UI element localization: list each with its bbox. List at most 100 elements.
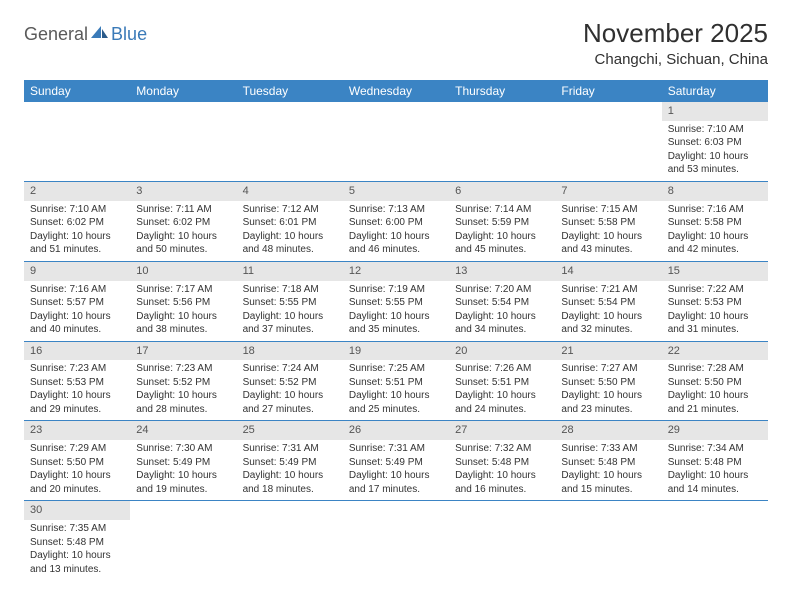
daylight-text: Daylight: 10 hours and 19 minutes.	[136, 469, 230, 496]
calendar-day: 11Sunrise: 7:18 AMSunset: 5:55 PMDayligh…	[237, 261, 343, 341]
daylight-text: Daylight: 10 hours and 20 minutes.	[30, 469, 124, 496]
brand-part1: General	[24, 24, 88, 45]
sunrise-text: Sunrise: 7:16 AM	[668, 203, 762, 217]
sunset-text: Sunset: 5:48 PM	[455, 456, 549, 470]
sunset-text: Sunset: 5:55 PM	[349, 296, 443, 310]
day-body: Sunrise: 7:13 AMSunset: 6:00 PMDaylight:…	[343, 201, 449, 261]
daylight-text: Daylight: 10 hours and 34 minutes.	[455, 310, 549, 337]
calendar-day: 25Sunrise: 7:31 AMSunset: 5:49 PMDayligh…	[237, 421, 343, 501]
sunrise-text: Sunrise: 7:20 AM	[455, 283, 549, 297]
day-body: Sunrise: 7:35 AMSunset: 5:48 PMDaylight:…	[24, 520, 130, 580]
brand-part2: Blue	[111, 24, 147, 45]
day-number: 23	[24, 421, 130, 440]
day-body: Sunrise: 7:33 AMSunset: 5:48 PMDaylight:…	[555, 440, 661, 500]
calendar-row: 9Sunrise: 7:16 AMSunset: 5:57 PMDaylight…	[24, 261, 768, 341]
sunrise-text: Sunrise: 7:32 AM	[455, 442, 549, 456]
calendar-day: 20Sunrise: 7:26 AMSunset: 5:51 PMDayligh…	[449, 341, 555, 421]
sunset-text: Sunset: 6:02 PM	[136, 216, 230, 230]
day-body: Sunrise: 7:34 AMSunset: 5:48 PMDaylight:…	[662, 440, 768, 500]
calendar-day: 16Sunrise: 7:23 AMSunset: 5:53 PMDayligh…	[24, 341, 130, 421]
day-body: Sunrise: 7:27 AMSunset: 5:50 PMDaylight:…	[555, 360, 661, 420]
daylight-text: Daylight: 10 hours and 28 minutes.	[136, 389, 230, 416]
daylight-text: Daylight: 10 hours and 18 minutes.	[243, 469, 337, 496]
calendar-day: 26Sunrise: 7:31 AMSunset: 5:49 PMDayligh…	[343, 421, 449, 501]
sunrise-text: Sunrise: 7:16 AM	[30, 283, 124, 297]
day-number: 6	[449, 182, 555, 201]
sunrise-text: Sunrise: 7:14 AM	[455, 203, 549, 217]
sunrise-text: Sunrise: 7:15 AM	[561, 203, 655, 217]
daylight-text: Daylight: 10 hours and 15 minutes.	[561, 469, 655, 496]
day-body: Sunrise: 7:25 AMSunset: 5:51 PMDaylight:…	[343, 360, 449, 420]
calendar-row: 16Sunrise: 7:23 AMSunset: 5:53 PMDayligh…	[24, 341, 768, 421]
sunset-text: Sunset: 5:50 PM	[30, 456, 124, 470]
month-title: November 2025	[583, 18, 768, 49]
day-body: Sunrise: 7:10 AMSunset: 6:03 PMDaylight:…	[662, 121, 768, 181]
calendar-day: 10Sunrise: 7:17 AMSunset: 5:56 PMDayligh…	[130, 261, 236, 341]
sunset-text: Sunset: 6:03 PM	[668, 136, 762, 150]
sunrise-text: Sunrise: 7:23 AM	[30, 362, 124, 376]
calendar-day: 1Sunrise: 7:10 AMSunset: 6:03 PMDaylight…	[662, 102, 768, 181]
daylight-text: Daylight: 10 hours and 38 minutes.	[136, 310, 230, 337]
sunrise-text: Sunrise: 7:29 AM	[30, 442, 124, 456]
calendar-empty	[24, 102, 130, 181]
calendar-day: 7Sunrise: 7:15 AMSunset: 5:58 PMDaylight…	[555, 181, 661, 261]
day-body: Sunrise: 7:23 AMSunset: 5:52 PMDaylight:…	[130, 360, 236, 420]
day-number: 8	[662, 182, 768, 201]
day-number: 4	[237, 182, 343, 201]
sunrise-text: Sunrise: 7:21 AM	[561, 283, 655, 297]
day-number: 10	[130, 262, 236, 281]
day-body: Sunrise: 7:24 AMSunset: 5:52 PMDaylight:…	[237, 360, 343, 420]
calendar-row: 23Sunrise: 7:29 AMSunset: 5:50 PMDayligh…	[24, 421, 768, 501]
sunset-text: Sunset: 5:54 PM	[561, 296, 655, 310]
sunset-text: Sunset: 5:53 PM	[668, 296, 762, 310]
sunrise-text: Sunrise: 7:33 AM	[561, 442, 655, 456]
sunset-text: Sunset: 5:52 PM	[243, 376, 337, 390]
day-body: Sunrise: 7:12 AMSunset: 6:01 PMDaylight:…	[237, 201, 343, 261]
calendar-day: 2Sunrise: 7:10 AMSunset: 6:02 PMDaylight…	[24, 181, 130, 261]
sunset-text: Sunset: 5:53 PM	[30, 376, 124, 390]
day-number: 15	[662, 262, 768, 281]
calendar-day: 6Sunrise: 7:14 AMSunset: 5:59 PMDaylight…	[449, 181, 555, 261]
sunrise-text: Sunrise: 7:17 AM	[136, 283, 230, 297]
day-number: 12	[343, 262, 449, 281]
calendar-empty	[555, 102, 661, 181]
daylight-text: Daylight: 10 hours and 27 minutes.	[243, 389, 337, 416]
calendar-empty	[343, 501, 449, 580]
calendar-day: 22Sunrise: 7:28 AMSunset: 5:50 PMDayligh…	[662, 341, 768, 421]
daylight-text: Daylight: 10 hours and 43 minutes.	[561, 230, 655, 257]
sunset-text: Sunset: 5:49 PM	[136, 456, 230, 470]
daylight-text: Daylight: 10 hours and 53 minutes.	[668, 150, 762, 177]
day-number: 20	[449, 342, 555, 361]
sunrise-text: Sunrise: 7:12 AM	[243, 203, 337, 217]
brand-logo: General Blue	[24, 18, 147, 45]
calendar-empty	[449, 501, 555, 580]
sunrise-text: Sunrise: 7:10 AM	[30, 203, 124, 217]
calendar-day: 30Sunrise: 7:35 AMSunset: 5:48 PMDayligh…	[24, 501, 130, 580]
day-body: Sunrise: 7:17 AMSunset: 5:56 PMDaylight:…	[130, 281, 236, 341]
daylight-text: Daylight: 10 hours and 25 minutes.	[349, 389, 443, 416]
day-number: 30	[24, 501, 130, 520]
day-number: 22	[662, 342, 768, 361]
daylight-text: Daylight: 10 hours and 35 minutes.	[349, 310, 443, 337]
daylight-text: Daylight: 10 hours and 29 minutes.	[30, 389, 124, 416]
daylight-text: Daylight: 10 hours and 48 minutes.	[243, 230, 337, 257]
day-header: Friday	[555, 80, 661, 102]
day-body: Sunrise: 7:26 AMSunset: 5:51 PMDaylight:…	[449, 360, 555, 420]
sunset-text: Sunset: 5:48 PM	[561, 456, 655, 470]
sunset-text: Sunset: 5:48 PM	[668, 456, 762, 470]
sunset-text: Sunset: 5:58 PM	[561, 216, 655, 230]
calendar-empty	[237, 102, 343, 181]
calendar-empty	[237, 501, 343, 580]
day-body: Sunrise: 7:22 AMSunset: 5:53 PMDaylight:…	[662, 281, 768, 341]
day-header: Sunday	[24, 80, 130, 102]
calendar-empty	[449, 102, 555, 181]
sunset-text: Sunset: 5:55 PM	[243, 296, 337, 310]
day-number: 5	[343, 182, 449, 201]
day-number: 25	[237, 421, 343, 440]
calendar-day: 14Sunrise: 7:21 AMSunset: 5:54 PMDayligh…	[555, 261, 661, 341]
day-header: Tuesday	[237, 80, 343, 102]
calendar-day: 23 Sunrise: 7:29 AMSunset: 5:50 PMDayligh…	[24, 421, 130, 501]
sunrise-text: Sunrise: 7:10 AM	[668, 123, 762, 137]
calendar-empty	[343, 102, 449, 181]
calendar-empty	[662, 501, 768, 580]
